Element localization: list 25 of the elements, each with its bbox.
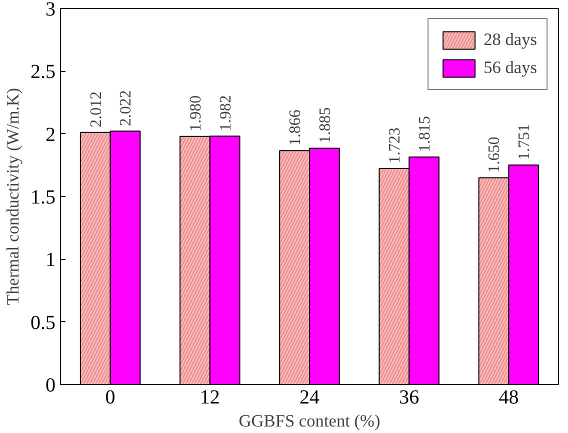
y-tick-label: 1	[46, 249, 56, 272]
text: 1.751	[516, 124, 534, 160]
legend-label: 56 days	[484, 58, 537, 78]
y-axis-title: Thermal conductivity (W/m.K)	[4, 88, 22, 306]
text: 1.650	[486, 136, 504, 173]
y-tick-label: 3	[46, 0, 56, 20]
y-tick-label: 2.5	[30, 61, 56, 84]
y-tick-label: 1.5	[30, 186, 56, 208]
text: 1.815	[416, 116, 434, 152]
text: 1.980	[187, 95, 204, 132]
text: 1.723	[386, 128, 404, 164]
x-tick-label: 48	[498, 386, 519, 408]
text: 1.982	[217, 95, 234, 132]
legend-label: 28 days	[484, 30, 537, 50]
text: 2.012	[88, 91, 105, 128]
text: 1.866	[287, 110, 304, 146]
text: 2.022	[118, 90, 135, 126]
x-axis-title: GGBFS content (%)	[238, 412, 380, 430]
x-tick-label: 36	[399, 386, 420, 408]
text: 1.885	[316, 107, 334, 144]
x-tick-label: 0	[105, 386, 116, 408]
x-tick-label: 24	[300, 386, 320, 408]
y-tick-label: 2	[46, 124, 56, 146]
y-tick-label: 0.5	[30, 312, 56, 334]
x-tick-label: 12	[200, 386, 220, 408]
